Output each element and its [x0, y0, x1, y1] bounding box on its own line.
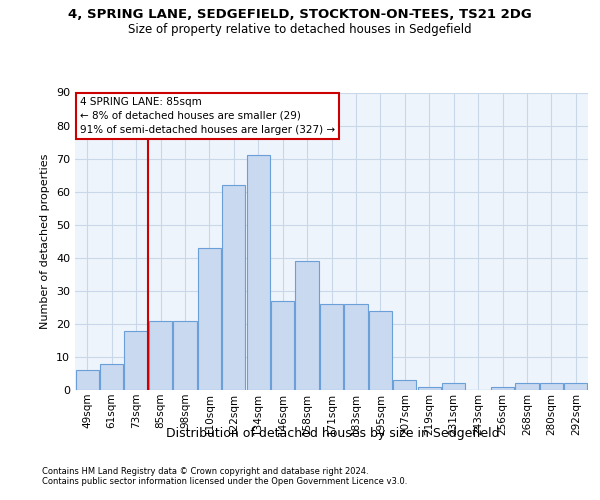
Bar — [393, 380, 416, 390]
Bar — [442, 384, 465, 390]
Bar — [418, 386, 441, 390]
Bar — [540, 384, 563, 390]
Text: 4, SPRING LANE, SEDGEFIELD, STOCKTON-ON-TEES, TS21 2DG: 4, SPRING LANE, SEDGEFIELD, STOCKTON-ON-… — [68, 8, 532, 20]
Bar — [369, 310, 392, 390]
Bar — [271, 300, 294, 390]
Bar — [222, 185, 245, 390]
Text: 4 SPRING LANE: 85sqm
← 8% of detached houses are smaller (29)
91% of semi-detach: 4 SPRING LANE: 85sqm ← 8% of detached ho… — [80, 97, 335, 135]
Text: Distribution of detached houses by size in Sedgefield: Distribution of detached houses by size … — [166, 428, 500, 440]
Bar — [149, 320, 172, 390]
Y-axis label: Number of detached properties: Number of detached properties — [40, 154, 50, 329]
Bar — [247, 156, 270, 390]
Bar — [344, 304, 368, 390]
Bar — [564, 384, 587, 390]
Bar — [491, 386, 514, 390]
Bar — [76, 370, 99, 390]
Text: Contains HM Land Registry data © Crown copyright and database right 2024.: Contains HM Land Registry data © Crown c… — [42, 467, 368, 476]
Text: Size of property relative to detached houses in Sedgefield: Size of property relative to detached ho… — [128, 22, 472, 36]
Bar — [173, 320, 197, 390]
Bar — [515, 384, 539, 390]
Text: Contains public sector information licensed under the Open Government Licence v3: Contains public sector information licen… — [42, 477, 407, 486]
Bar — [320, 304, 343, 390]
Bar — [198, 248, 221, 390]
Bar — [100, 364, 123, 390]
Bar — [124, 330, 148, 390]
Bar — [295, 261, 319, 390]
